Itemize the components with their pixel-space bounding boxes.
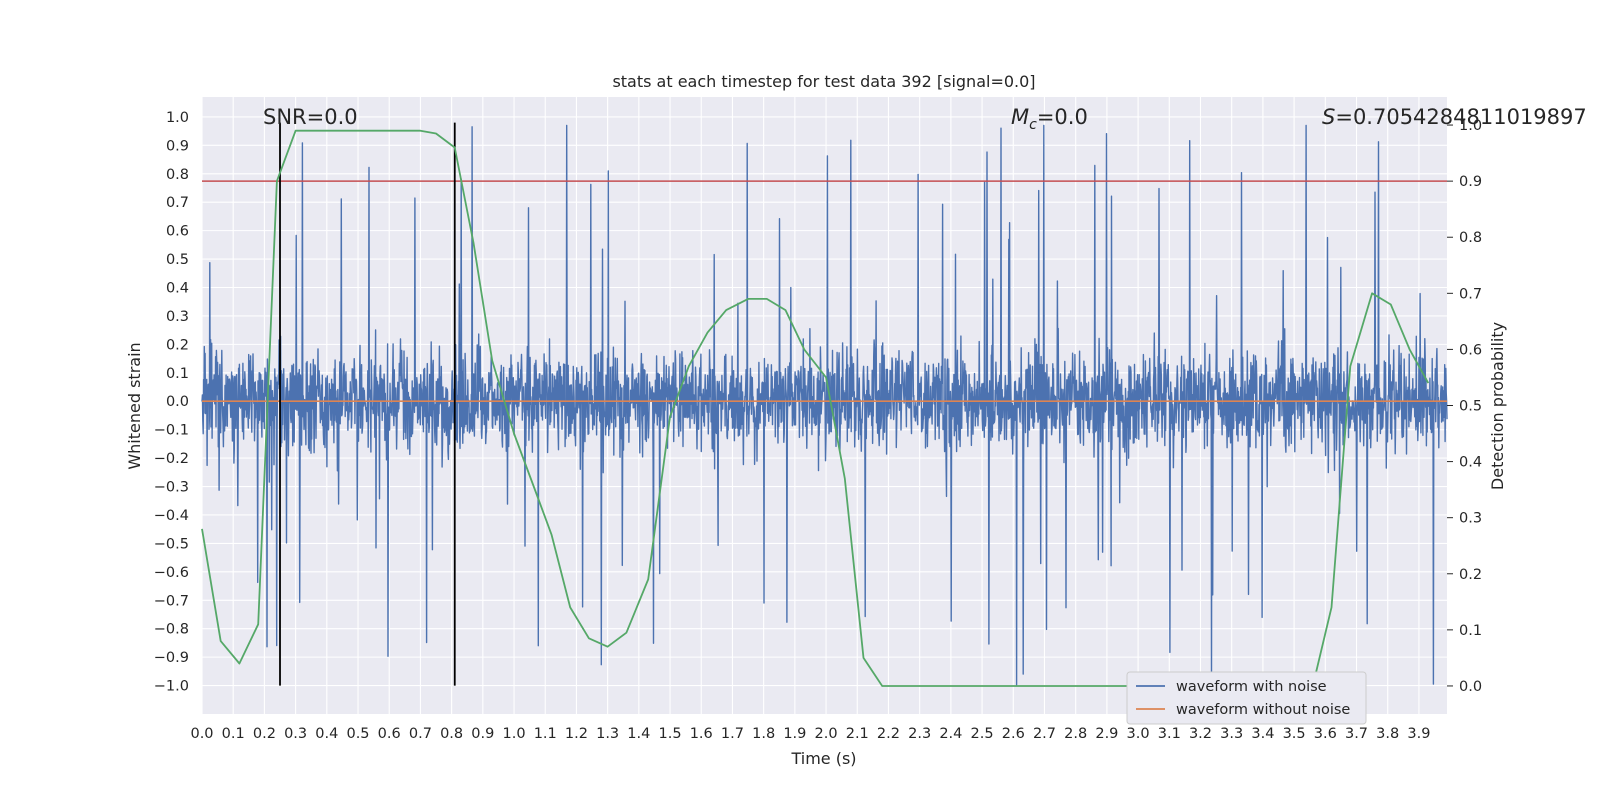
x-tick-label: 0.9 [471,726,494,742]
x-tick-label: 1.2 [565,726,588,742]
y2-tick-label: 0.0 [1459,679,1482,695]
x-tick-label: 3.2 [1189,726,1212,742]
y-tick-label: −0.4 [154,508,189,524]
x-tick-label: 0.1 [222,726,245,742]
y-tick-label: −1.0 [154,679,189,695]
x-tick-label: 3.1 [1158,726,1181,742]
x-tick-label: 0.5 [346,726,369,742]
y-tick-label: −0.7 [154,593,189,609]
x-tick-label: 1.8 [752,726,775,742]
x-tick-label: 1.5 [659,726,682,742]
y2-tick-label: 1.0 [1459,118,1482,134]
x-tick-label: 2.4 [939,726,962,742]
x-tick-label: 0.4 [315,726,338,742]
y2-tick-label: 0.8 [1459,230,1482,246]
x-tick-label: 2.9 [1095,726,1118,742]
x-tick-label: 1.4 [627,726,650,742]
x-tick-label: 0.2 [253,726,276,742]
y-tick-label: 0.7 [166,195,189,211]
y2-tick-label: 0.7 [1459,286,1482,302]
y-tick-label: 0.5 [166,252,189,268]
noise-path [201,124,1448,686]
y-tick-label: 0.8 [166,167,189,183]
y2-tick-label: 0.1 [1459,623,1482,639]
x-tick-label: 2.8 [1064,726,1087,742]
s-annotation: S=0.7054284811019897 [1322,105,1587,129]
y-axis-label: Whitened strain [125,342,144,469]
y-tick-label: −0.9 [154,650,189,666]
x-tick-label: 1.3 [596,726,619,742]
x-tick-label: 0.3 [284,726,307,742]
y-tick-label: 0.0 [166,394,189,410]
x-tick-label: 1.7 [721,726,744,742]
chart-title: stats at each timestep for test data 392… [612,72,1035,91]
x-axis-label: Time (s) [790,749,856,768]
x-tick-label: 3.8 [1376,726,1399,742]
chirp-mass-value: =0.0 [1037,105,1088,129]
x-tick-label: 2.5 [971,726,994,742]
s-value: =0.7054284811019897 [1335,105,1586,129]
y2-tick-label: 0.4 [1459,455,1482,471]
y-tick-label: −0.3 [154,480,189,496]
y-tick-label: 0.1 [166,366,189,382]
y-tick-label: 1.0 [166,110,189,126]
y-tick-label: 0.4 [166,281,189,297]
x-tick-label: 0.0 [190,726,213,742]
y-tick-label: −0.8 [154,622,189,638]
x-tick-label: 2.1 [846,726,869,742]
legend: waveform with noise waveform without noi… [1126,671,1367,725]
y-tick-label: 0.2 [166,337,189,353]
y2-tick-label: 0.2 [1459,567,1482,583]
y-tick-label: −0.1 [154,423,189,439]
legend-label-noise: waveform with noise [1176,679,1327,695]
legend-label-clean: waveform without noise [1176,702,1350,718]
x-tick-label: 1.6 [690,726,713,742]
x-tick-label: 0.7 [409,726,432,742]
chirp-mass-annotation: Mc=0.0 [1011,105,1088,133]
x-tick-label: 0.8 [440,726,463,742]
chirp-mass-subscript: c [1029,117,1037,133]
x-tick-label: 3.5 [1283,726,1306,742]
y-tick-label: −0.5 [154,536,189,552]
x-tick-label: 3.7 [1345,726,1368,742]
series-waveform-with-noise [201,124,1448,686]
x-tick-label: 3.6 [1314,726,1337,742]
x-tick-label: 3.0 [1127,726,1150,742]
y2-tick-label: 0.5 [1459,399,1482,415]
y-tick-label: 0.3 [166,309,189,325]
x-tick-label: 3.4 [1251,726,1274,742]
y-tick-label: −0.6 [154,565,189,581]
y2-axis-label: Detection probability [1488,322,1507,490]
x-tick-label: 2.3 [908,726,931,742]
x-tick-label: 2.0 [815,726,838,742]
x-tick-label: 1.0 [502,726,525,742]
x-tick-label: 1.9 [783,726,806,742]
y2-tick-label: 0.9 [1459,174,1482,190]
legend-box [1126,671,1367,725]
y-tick-label: −0.2 [154,451,189,467]
x-tick-label: 2.6 [1002,726,1025,742]
y2-tick-label: 0.3 [1459,511,1482,527]
x-tick-label: 3.3 [1220,726,1243,742]
x-tick-label: 1.1 [534,726,557,742]
y-tick-label: 0.6 [166,224,189,240]
snr-annotation: SNR=0.0 [263,105,358,129]
y2-tick-label: 0.6 [1459,342,1482,358]
chirp-mass-symbol: M [1011,105,1029,129]
y-tick-label: 0.9 [166,138,189,154]
x-tick-label: 2.7 [1033,726,1056,742]
x-tick-label: 0.6 [378,726,401,742]
x-tick-label: 2.2 [877,726,900,742]
s-symbol: S [1322,105,1335,129]
x-tick-label: 3.9 [1407,726,1430,742]
